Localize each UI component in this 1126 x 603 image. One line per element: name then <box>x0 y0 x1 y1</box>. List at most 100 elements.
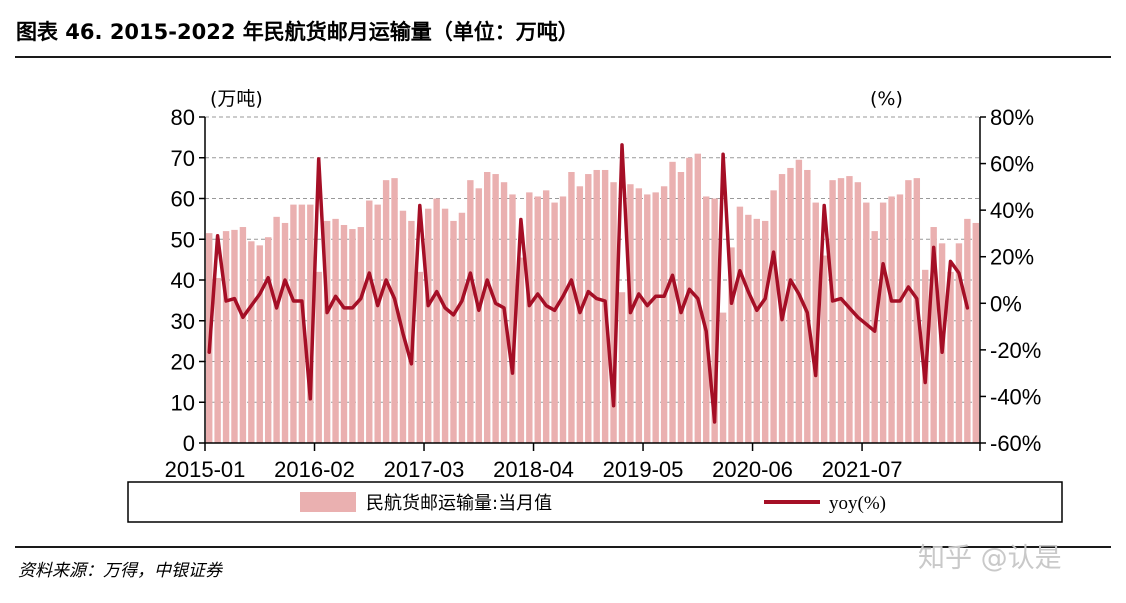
bar <box>585 174 592 444</box>
right-tick-label: 0% <box>990 291 1022 316</box>
legend-bar-label: 民航货邮运输量:当月值 <box>366 493 552 514</box>
axes <box>199 116 986 451</box>
right-tick-label: 80% <box>990 105 1034 130</box>
chart-title: 图表 46. 2015-2022 年民航货邮月运输量（单位：万吨） <box>16 20 579 44</box>
bar <box>660 186 668 443</box>
bar <box>559 196 567 443</box>
bar <box>787 167 794 443</box>
right-tick-label: -20% <box>990 338 1041 363</box>
bar <box>248 241 255 443</box>
bottom-rule <box>15 546 1111 548</box>
bar <box>652 192 659 443</box>
bar <box>576 186 584 443</box>
bar <box>711 198 718 443</box>
bar <box>534 196 541 443</box>
bar <box>307 204 314 443</box>
bar <box>542 190 550 443</box>
bar <box>450 220 457 443</box>
bar <box>416 271 424 443</box>
bar <box>804 169 811 443</box>
bar <box>374 204 381 443</box>
tick-labels: 0 10 20 30 40 50 60 70 80 -60% -40% -20% 0% 20% 40% 60%… <box>165 105 1042 482</box>
bar <box>871 231 878 443</box>
bar <box>761 220 769 443</box>
left-tick-label: 50 <box>171 227 195 252</box>
bar <box>509 194 516 443</box>
bar <box>315 271 322 443</box>
bar <box>526 192 533 443</box>
bar <box>879 202 887 443</box>
bar <box>222 231 230 443</box>
left-tick-label: 30 <box>171 309 195 334</box>
right-tick-label: 20% <box>990 245 1034 270</box>
bar <box>812 202 819 443</box>
bar <box>896 194 904 443</box>
left-tick-label: 20 <box>171 350 195 375</box>
bar <box>618 292 626 443</box>
bar <box>669 161 676 443</box>
bar <box>298 204 306 443</box>
x-tick-label: 2015-01 <box>165 457 246 482</box>
bar <box>273 216 280 443</box>
bar <box>703 196 710 443</box>
bar <box>239 227 247 443</box>
bar-series <box>206 153 979 444</box>
yoy-line-series <box>207 143 970 424</box>
watermark: 知乎 @认是 <box>918 543 1062 574</box>
bar <box>323 220 331 443</box>
bar <box>290 204 297 443</box>
bar <box>972 222 979 443</box>
x-tick-label: 2017-03 <box>384 457 465 482</box>
left-tick-label: 0 <box>183 431 195 456</box>
bar <box>753 218 760 443</box>
bar <box>340 224 348 443</box>
bar <box>644 194 651 443</box>
legend-box <box>127 481 1063 523</box>
bar <box>349 229 356 443</box>
bar <box>441 208 449 443</box>
bar <box>214 277 221 443</box>
bar <box>256 245 263 443</box>
bar <box>517 257 525 443</box>
bar <box>593 169 600 443</box>
bar <box>930 227 937 443</box>
bar <box>264 237 272 443</box>
source-note: 资料来源：万得，中银证券 <box>18 561 222 581</box>
bar <box>905 180 912 443</box>
bar <box>829 180 836 443</box>
bar <box>391 178 398 443</box>
bar <box>467 180 474 443</box>
right-tick-label: 40% <box>990 198 1034 223</box>
bar <box>475 188 482 443</box>
bar <box>888 196 895 443</box>
bar <box>854 182 862 443</box>
bar <box>728 247 735 443</box>
x-tick-label: 2020-06 <box>712 457 793 482</box>
left-tick-label: 80 <box>171 105 195 130</box>
right-tick-label: 60% <box>990 152 1034 177</box>
bar <box>433 198 440 443</box>
left-tick-label: 10 <box>171 390 195 415</box>
bar <box>947 271 954 443</box>
legend: 民航货邮运输量:当月值 yoy(%) <box>127 481 1063 523</box>
left-tick-label: 60 <box>171 187 195 212</box>
bar <box>551 202 558 443</box>
bar <box>366 200 373 443</box>
legend-line-label: yoy(%) <box>829 493 886 514</box>
x-tick-label: 2016-02 <box>274 457 355 482</box>
left-axis-unit: (万吨) <box>210 88 263 110</box>
bar <box>736 206 744 443</box>
right-axis-unit: (%) <box>870 88 903 110</box>
bar <box>686 157 693 443</box>
bar <box>770 190 777 443</box>
bar <box>492 174 499 444</box>
bar <box>382 180 390 443</box>
bar <box>610 182 617 443</box>
bar <box>955 243 963 443</box>
bar <box>964 218 971 443</box>
x-tick-label: 2018-04 <box>493 457 574 482</box>
bar <box>635 188 643 443</box>
top-rule <box>15 56 1111 58</box>
bar <box>820 255 828 443</box>
